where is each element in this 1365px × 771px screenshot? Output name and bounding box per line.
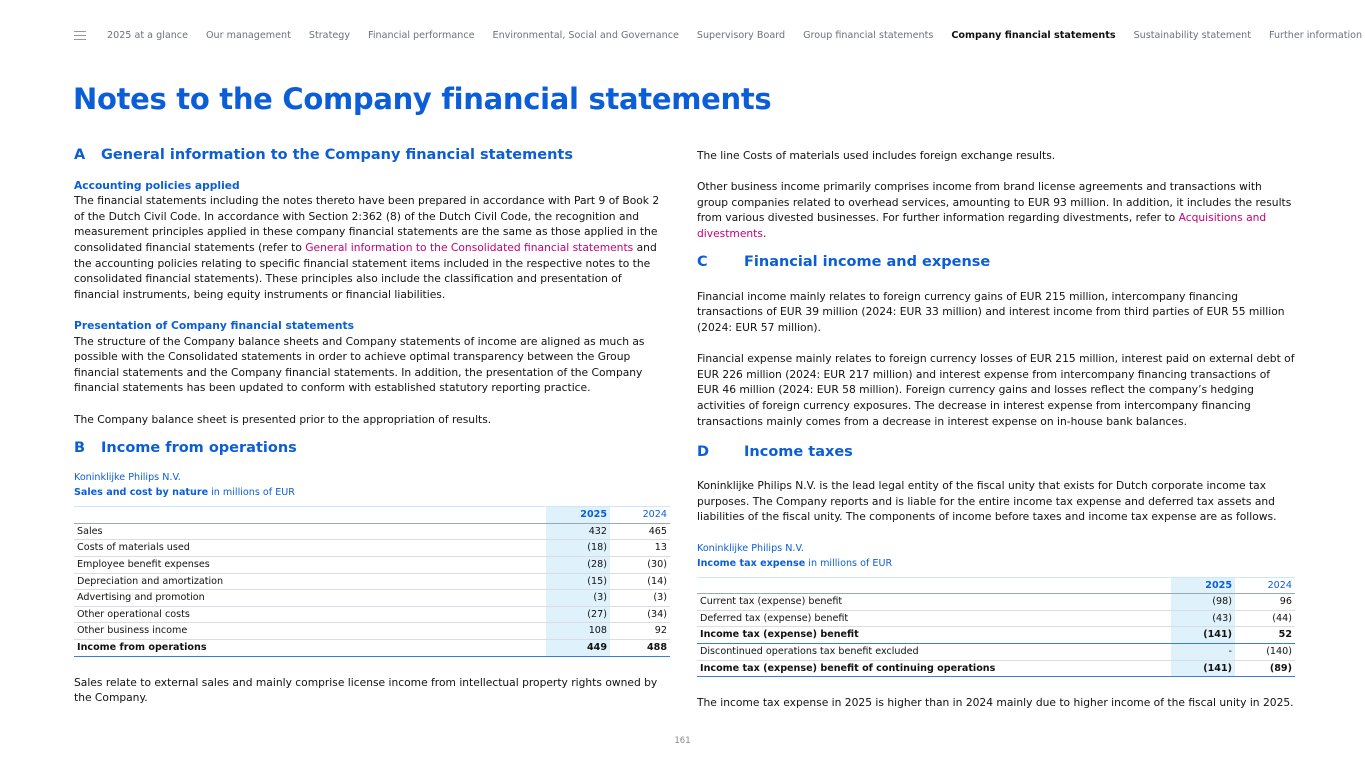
- value-2024: (89): [1235, 659, 1295, 678]
- table-row: Advertising and promotion (3) (3): [74, 589, 670, 607]
- consolidated-info-link[interactable]: General information to the Consolidated …: [305, 240, 634, 254]
- table-row: Depreciation and amortization (15) (14): [74, 573, 670, 591]
- nav-item[interactable]: Further information: [1268, 30, 1363, 41]
- value-2024: 92: [610, 622, 670, 641]
- row-label: Costs of materials used: [74, 539, 546, 558]
- value-2024: 52: [1235, 626, 1295, 645]
- value-2024: 465: [610, 523, 670, 541]
- nav-item[interactable]: Financial performance: [368, 30, 475, 41]
- table-row: Other operational costs (27) (34): [74, 606, 670, 624]
- value-2024: (140): [1235, 643, 1295, 661]
- income-tax-table: 2025 2024 Current tax (expense) benefit (98…: [697, 576, 1295, 678]
- value-2025: (27): [546, 606, 610, 624]
- value-2024: (34): [610, 606, 670, 624]
- financial-income-text: Financial income mainly relates to forei…: [697, 289, 1285, 334]
- row-label: Current tax (expense) benefit: [697, 593, 1171, 611]
- table-row: Costs of materials used (18) 13: [74, 539, 670, 558]
- balance-sheet-note: The Company balance sheet is presented p…: [74, 412, 492, 426]
- row-label: Discontinued operations tax benefit excl…: [697, 643, 1171, 661]
- nav-item[interactable]: Company financial statements: [951, 30, 1116, 41]
- table-row: Sales 432 465: [74, 523, 670, 541]
- nav-item[interactable]: Sustainability statement: [1133, 30, 1251, 41]
- row-label: Advertising and promotion: [74, 589, 546, 607]
- table-row: Current tax (expense) benefit (98) 96: [697, 593, 1295, 611]
- section-d-heading: D Income taxes: [697, 443, 853, 460]
- value-2025: (28): [546, 556, 610, 574]
- value-2025: (43): [1171, 610, 1235, 628]
- table-title: Sales and cost by nature in millions of …: [74, 487, 295, 499]
- row-label: Income from operations: [74, 639, 546, 657]
- value-2024: (30): [610, 556, 670, 574]
- accounting-policies-heading: Accounting policies applied: [74, 178, 240, 192]
- acquisitions-link[interactable]: Acquisitions and divestments: [697, 211, 1267, 240]
- row-label: Income tax (expense) benefit of continui…: [697, 659, 1171, 678]
- nav-item[interactable]: Supervisory Board: [696, 30, 786, 41]
- right-column: The line Costs of materials used include…: [697, 148, 1295, 726]
- value-2024: 96: [1235, 593, 1295, 611]
- value-2025: -: [1171, 643, 1235, 661]
- accounting-policies-text: The financial statements including the n…: [74, 194, 660, 301]
- row-label: Other business income: [74, 622, 546, 641]
- col-2025: 2025: [1171, 576, 1235, 595]
- nav-item[interactable]: Group financial statements: [803, 30, 934, 41]
- nav-item[interactable]: Strategy: [308, 30, 350, 41]
- table-header-row: 2025 2024: [697, 576, 1295, 595]
- value-2025: (15): [546, 573, 610, 591]
- row-label: Income tax (expense) benefit: [697, 626, 1171, 645]
- table-row: Income tax (expense) benefit of continui…: [697, 659, 1295, 678]
- value-2025: (3): [546, 589, 610, 607]
- costs-note: The line Costs of materials used include…: [697, 149, 1056, 162]
- value-2025: 108: [546, 622, 610, 641]
- page-number: 161: [674, 736, 691, 746]
- table-row: Income tax (expense) benefit (141) 52: [697, 626, 1295, 645]
- value-2024: (44): [1235, 610, 1295, 628]
- other-income-note: Other business income primarily comprise…: [697, 180, 1292, 240]
- table-row: Employee benefit expenses (28) (30): [74, 556, 670, 574]
- table-row: Deferred tax (expense) benefit (43) (44): [697, 610, 1295, 628]
- nav-item[interactable]: 2025 at a glance: [107, 30, 188, 41]
- left-column: A General information to the Company fina…: [74, 147, 670, 721]
- value-2024: 488: [610, 639, 670, 657]
- table-header-row: 2025 2024: [74, 506, 670, 524]
- table-row: Income from operations 449 488: [74, 639, 670, 657]
- sales-cost-table: 2025 2024 Sales 432 465 Costs of materials us…: [74, 506, 670, 657]
- income-taxes-text: Koninklijke Philips N.V. is the lead leg…: [697, 479, 1277, 524]
- value-2025: (98): [1171, 593, 1235, 611]
- value-2024: (3): [610, 589, 670, 607]
- row-label: Sales: [74, 523, 546, 541]
- nav-item[interactable]: Our management: [205, 30, 291, 41]
- row-label: Depreciation and amortization: [74, 573, 546, 591]
- value-2025: 432: [546, 523, 610, 541]
- table-entity: Koninklijke Philips N.V.: [697, 542, 804, 554]
- financial-expense-text: Financial expense mainly relates to fore…: [697, 352, 1295, 428]
- value-2024: 13: [610, 539, 670, 558]
- value-2025: 449: [546, 639, 610, 657]
- col-2025: 2025: [546, 506, 610, 524]
- income-tax-note: The income tax expense in 2025 is higher…: [697, 696, 1294, 710]
- nav-item[interactable]: Environmental, Social and Governance: [492, 30, 679, 41]
- value-2024: (14): [610, 573, 670, 591]
- value-2025: (141): [1171, 626, 1235, 645]
- table-row: Discontinued operations tax benefit excl…: [697, 643, 1295, 661]
- row-label: Other operational costs: [74, 606, 546, 624]
- value-2025: (141): [1171, 659, 1235, 678]
- section-b-heading: B Income from operations: [74, 439, 297, 456]
- top-nav: 2025 at a glance Our management Strategy Fi…: [74, 30, 1365, 41]
- row-label: Employee benefit expenses: [74, 556, 546, 574]
- page-title: Notes to the Company financial statement…: [73, 82, 772, 116]
- presentation-text: The structure of the Company balance she…: [74, 334, 645, 395]
- sales-note: Sales relate to external sales and mainl…: [74, 675, 658, 705]
- value-2025: (18): [546, 539, 610, 558]
- menu-icon[interactable]: [74, 31, 86, 40]
- table-entity: Koninklijke Philips N.V.: [74, 472, 181, 484]
- row-label: Deferred tax (expense) benefit: [697, 610, 1171, 628]
- col-2024: 2024: [610, 506, 670, 524]
- section-a-heading: A General information to the Company fina…: [74, 147, 573, 163]
- section-c-heading: C Financial income and expense: [697, 254, 991, 271]
- col-2024: 2024: [1235, 576, 1295, 595]
- presentation-heading: Presentation of Company financial statem…: [74, 318, 354, 332]
- table-row: Other business income 108 92: [74, 622, 670, 641]
- table-title: Income tax expense in millions of EUR: [697, 557, 893, 569]
